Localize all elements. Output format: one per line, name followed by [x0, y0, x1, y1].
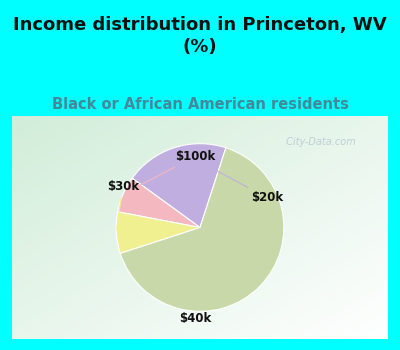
Text: $40k: $40k [179, 288, 257, 325]
Wedge shape [116, 212, 200, 253]
Wedge shape [118, 178, 200, 228]
Text: City-Data.com: City-Data.com [283, 138, 356, 147]
Text: Black or African American residents: Black or African American residents [52, 97, 348, 112]
Wedge shape [132, 144, 226, 228]
Text: $30k: $30k [107, 180, 139, 230]
Wedge shape [120, 148, 284, 312]
Text: $20k: $20k [176, 149, 284, 204]
Text: Income distribution in Princeton, WV
(%): Income distribution in Princeton, WV (%) [13, 16, 387, 56]
Text: $100k: $100k [126, 150, 215, 193]
